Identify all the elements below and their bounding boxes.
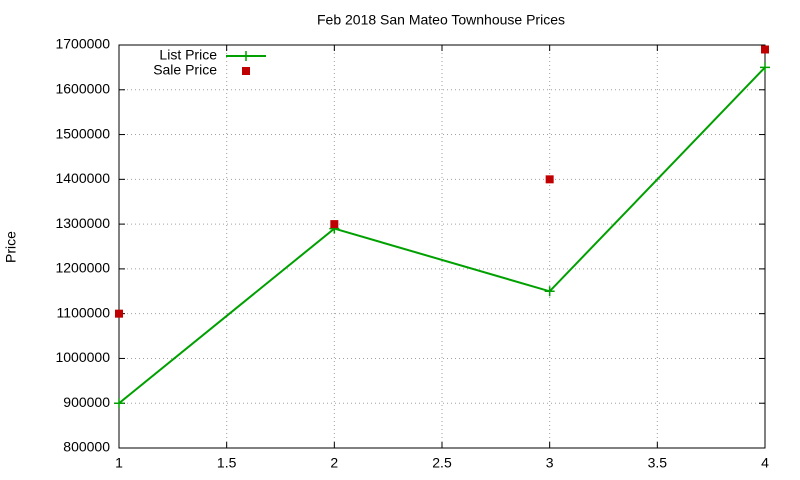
x-tick-label: 1.5 xyxy=(217,455,237,471)
point xyxy=(760,62,770,73)
point xyxy=(115,309,123,318)
point xyxy=(114,398,124,409)
y-tick-label: 1500000 xyxy=(55,125,110,141)
legend-swatch xyxy=(242,67,250,75)
x-tick-label: 1 xyxy=(115,455,123,471)
point xyxy=(330,220,339,229)
plot-frame xyxy=(118,44,766,449)
y-tick-label: 1300000 xyxy=(55,215,110,231)
series-line xyxy=(118,66,766,404)
x-tick-label: 2 xyxy=(330,455,338,471)
y-tick-label: 1400000 xyxy=(55,170,110,186)
point xyxy=(761,45,769,54)
legend-label: List Price xyxy=(159,47,217,63)
y-axis-label: Price xyxy=(3,231,19,263)
y-tick-label: 800000 xyxy=(63,439,110,455)
chart-title: Feb 2018 San Mateo Townhouse Prices xyxy=(317,12,565,28)
legend-label: Sale Price xyxy=(153,62,217,78)
point xyxy=(545,175,554,184)
y-tick-label: 1200000 xyxy=(55,260,110,276)
point xyxy=(544,286,555,297)
y-tick-label: 1000000 xyxy=(55,349,110,365)
x-tick-label: 3 xyxy=(546,455,554,471)
y-tick-label: 1100000 xyxy=(57,304,111,320)
y-tick-label: 900000 xyxy=(63,394,110,410)
y-tick-label: 1600000 xyxy=(55,80,110,96)
y-tick-label: 1700000 xyxy=(55,36,110,52)
legend-swatch xyxy=(241,51,251,61)
x-tick-label: 2.5 xyxy=(432,455,452,471)
x-tick-label: 4 xyxy=(761,455,769,471)
x-tick-label: 3.5 xyxy=(648,455,668,471)
